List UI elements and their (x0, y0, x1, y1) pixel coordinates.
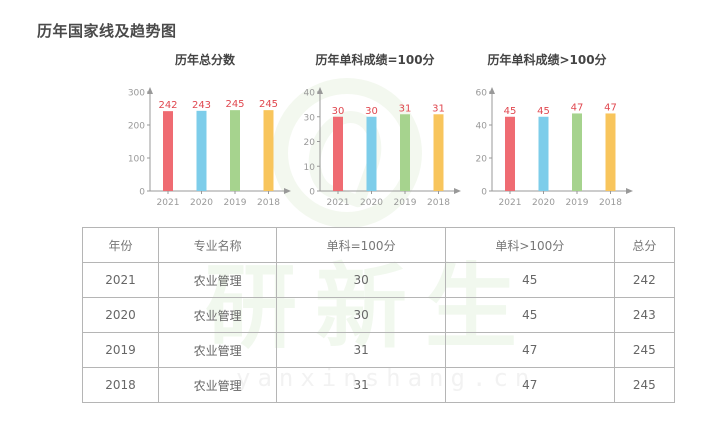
chart-single-over-100: 历年单科成绩>100分 0 20 40 60 45 2021 45 2020 47 2019 47 2… (462, 48, 633, 218)
bar-value-label: 30 (365, 106, 378, 117)
bar-chart-svg: 0 10 20 30 40 30 2021 30 2020 31 2019 31 2018 (304, 87, 461, 208)
bar (538, 116, 549, 191)
bar (230, 110, 240, 191)
header-single-100: 单科=100分 (276, 227, 446, 263)
table-row: 2020 农业管理 30 45 243 (81, 297, 676, 333)
table-row: 2021 农业管理 30 45 242 (81, 262, 676, 298)
bar (433, 114, 444, 191)
cell-major: 农业管理 (158, 262, 278, 298)
x-axis-arrow-icon (284, 188, 291, 194)
x-tick-label: 2020 (532, 198, 555, 208)
bar-value-label: 242 (158, 100, 177, 111)
header-year: 年份 (81, 227, 160, 263)
y-tick-label: 300 (128, 89, 145, 99)
x-tick-label: 2018 (257, 198, 280, 208)
y-axis-arrow-icon (489, 87, 495, 94)
y-tick-label: 0 (481, 188, 487, 198)
y-tick-label: 0 (309, 188, 315, 198)
y-tick-label: 30 (304, 113, 316, 123)
cell-total: 243 (613, 297, 676, 333)
x-axis-arrow-icon (626, 188, 633, 194)
table-row: 2018 农业管理 31 47 245 (81, 367, 676, 403)
cell-major: 农业管理 (158, 297, 278, 333)
cell-year: 2019 (81, 332, 160, 368)
x-tick-label: 2019 (566, 198, 589, 208)
bar-value-label: 45 (504, 106, 517, 117)
x-tick-label: 2018 (599, 198, 622, 208)
y-tick-label: 40 (304, 89, 316, 99)
table-header-row: 年份 专业名称 单科=100分 单科>100分 总分 (81, 227, 676, 263)
chart-single-100: 历年单科成绩=100分 0 10 20 30 40 30 2021 30 2020 31 2019 3… (290, 48, 461, 218)
bar (605, 113, 616, 191)
cell-total: 245 (613, 332, 676, 368)
cell-single-100: 30 (276, 262, 446, 298)
x-tick-label: 2020 (360, 198, 383, 208)
bar-value-label: 31 (399, 103, 412, 114)
x-tick-label: 2019 (224, 198, 247, 208)
bar-chart-svg: 0 100 200 300 242 2021 243 2020 245 2019 245 2018 (128, 87, 291, 208)
bar (163, 111, 173, 191)
bar (366, 116, 377, 191)
x-tick-label: 2021 (157, 198, 180, 208)
cell-total: 242 (613, 262, 676, 298)
x-tick-label: 2019 (394, 198, 417, 208)
y-tick-label: 20 (304, 138, 316, 148)
chart-title: 历年单科成绩=100分 (315, 53, 435, 67)
y-axis-arrow-icon (147, 87, 153, 94)
cell-major: 农业管理 (158, 367, 278, 403)
bar-value-label: 243 (192, 100, 211, 111)
bar-value-label: 31 (432, 103, 445, 114)
bar-value-label: 47 (604, 102, 617, 113)
y-tick-label: 0 (139, 188, 145, 198)
bar-value-label: 47 (571, 102, 584, 113)
x-axis-arrow-icon (454, 188, 461, 194)
y-tick-label: 100 (128, 155, 145, 165)
bar-value-label: 45 (537, 106, 550, 117)
header-total: 总分 (613, 227, 676, 263)
cell-single-over-100: 47 (444, 367, 615, 403)
bar (505, 116, 515, 191)
cell-total: 245 (613, 367, 676, 403)
cell-year: 2021 (81, 262, 160, 298)
header-single-over-100: 单科>100分 (444, 227, 615, 263)
y-axis-arrow-icon (317, 87, 323, 94)
y-tick-label: 10 (304, 163, 316, 173)
cell-single-100: 31 (276, 332, 446, 368)
y-tick-label: 60 (476, 89, 488, 99)
table-row: 2019 农业管理 31 47 245 (81, 332, 676, 368)
cell-single-100: 31 (276, 367, 446, 403)
bar (263, 110, 274, 191)
chart-title: 历年总分数 (174, 53, 235, 67)
y-tick-label: 40 (476, 122, 488, 132)
bar (572, 113, 582, 191)
cell-single-100: 30 (276, 297, 446, 333)
bar-value-label: 245 (259, 99, 278, 110)
y-tick-label: 200 (128, 122, 145, 132)
bar (196, 110, 207, 191)
bar (333, 116, 343, 191)
cell-major: 农业管理 (158, 332, 278, 368)
bar (400, 114, 410, 191)
x-tick-label: 2018 (427, 198, 450, 208)
header-major: 专业名称 (158, 227, 278, 263)
y-tick-label: 20 (476, 155, 488, 165)
cell-single-over-100: 45 (444, 262, 615, 298)
chart-total-score: 历年总分数 0 100 200 300 242 2021 243 2020 245 2019 245… (120, 48, 291, 218)
cell-year: 2018 (81, 367, 160, 403)
x-tick-label: 2021 (327, 198, 350, 208)
bar-value-label: 30 (332, 106, 345, 117)
x-tick-label: 2020 (190, 198, 213, 208)
cell-single-over-100: 45 (444, 297, 615, 333)
x-tick-label: 2021 (499, 198, 522, 208)
bar-chart-svg: 0 20 40 60 45 2021 45 2020 47 2019 47 2018 (476, 87, 633, 208)
cell-single-over-100: 47 (444, 332, 615, 368)
cell-year: 2020 (81, 297, 160, 333)
page-title: 历年国家线及趋势图 (37, 22, 177, 40)
score-table: 年份 专业名称 单科=100分 单科>100分 总分 2021 农业管理 30 … (81, 227, 676, 403)
bar-value-label: 245 (225, 99, 244, 110)
chart-title: 历年单科成绩>100分 (487, 53, 607, 67)
